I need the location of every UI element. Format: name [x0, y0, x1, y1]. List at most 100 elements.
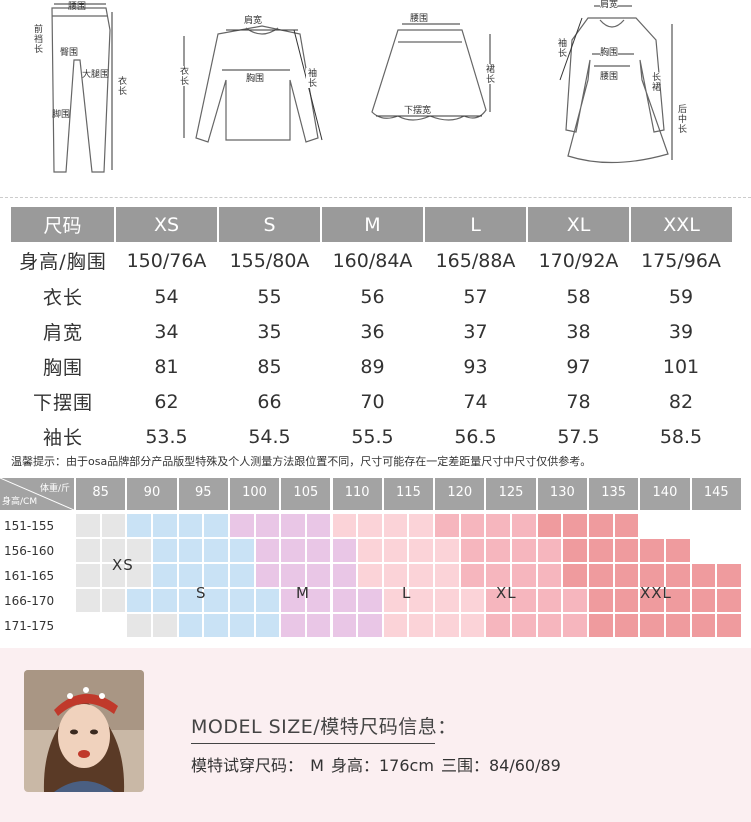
grid-cell-m: [281, 589, 307, 614]
grid-cell-l: [383, 564, 410, 589]
table-cell: 38: [566, 320, 591, 343]
grid-cell-l: [435, 614, 461, 639]
grid-cell-s: [127, 589, 153, 614]
grid-cell-xs: [76, 539, 102, 564]
skirt-waist-label: 腰围: [410, 14, 429, 24]
height-row-label: 171-175: [4, 619, 55, 633]
grid-cell-xs: [76, 589, 102, 614]
table-cell: 170/92A: [538, 249, 619, 272]
grid-cell-xxl: [640, 589, 666, 614]
grid-cell-xxl: [589, 564, 615, 589]
skirt-length-label: 裙长: [484, 64, 494, 84]
table-cell: 34: [154, 320, 179, 343]
grid-cell-xxl: [589, 539, 615, 564]
grid-cell-xxl: [691, 564, 718, 589]
weight-header: 120: [435, 478, 485, 510]
row-label: 下摆围: [32, 392, 93, 414]
grid-cell-xxl: [614, 589, 641, 614]
grid-cell-xl: [460, 564, 487, 589]
grid-cell-l: [460, 589, 487, 614]
grid-cell-xxl: [614, 564, 641, 589]
row-label: 袖长: [42, 427, 83, 449]
pants-sketch: [51, 7, 111, 173]
grid-cell-xxl: [717, 614, 743, 639]
grid-cell-l: [358, 514, 384, 539]
dress-bust-label: 胸围: [600, 48, 619, 58]
grid-cell-m: [332, 539, 359, 564]
weight-header: 140: [640, 478, 690, 510]
weight-header: 130: [537, 478, 587, 510]
table-cell: 56.5: [454, 425, 497, 448]
weight-axis-label: 体重/斤: [39, 484, 70, 494]
grid-cell-m: [332, 614, 359, 639]
grid-cell-l: [383, 514, 410, 539]
grid-cell-m: [306, 539, 333, 564]
grid-cell-xs: [127, 614, 153, 639]
grid-cell-m: [281, 514, 307, 539]
weight-header: 100: [229, 478, 280, 510]
grid-cell-l: [358, 564, 384, 589]
grid-cell-xxl: [563, 539, 589, 564]
garment-diagrams: 腰围 前裆长 臀围 大腿围 衣长 脚围 肩宽 衣长 胸围 袖长 腰围 裙长 下摆…: [0, 0, 751, 196]
grid-cell-s: [255, 589, 282, 614]
table-cell: 81: [154, 355, 179, 378]
grid-cell-xxl: [640, 564, 666, 589]
grid-cell-xxl: [640, 539, 666, 564]
table-cell: 74: [463, 390, 488, 413]
grid-cell-s: [204, 614, 230, 639]
table-cell: 39: [668, 320, 694, 343]
grid-cell-xxl: [614, 614, 641, 639]
grid-cell-s: [229, 589, 256, 614]
model-portrait: [24, 670, 144, 792]
table-row: 身高/胸围 150/76A 155/80A 160/84A 165/88A 17…: [11, 242, 732, 279]
pants-hip-label: 臀围: [60, 48, 79, 58]
header-size: 尺码: [11, 207, 115, 242]
grid-cell-xl: [512, 564, 538, 589]
grid-size-label: XXL: [640, 584, 672, 602]
grid-cell-s: [229, 539, 256, 564]
grid-cell-xxl: [665, 614, 692, 639]
header-xl: XL: [526, 207, 630, 242]
grid-cell-xs: [101, 564, 128, 589]
weight-header: 145: [691, 478, 741, 510]
grid-cell-s: [152, 539, 179, 564]
grid-cell-xl: [537, 614, 564, 639]
pants-rise-label: 前裆长: [32, 24, 42, 54]
grid-cell-xl: [486, 514, 513, 539]
table-cell: 55.5: [351, 425, 394, 448]
height-row-label: 156-160: [4, 544, 55, 558]
table-row: 肩宽 34 35 36 37 38 39: [11, 314, 732, 349]
grid-cell-xxl: [665, 564, 692, 589]
grid-cell-l: [460, 614, 487, 639]
grid-cell-s: [152, 514, 179, 539]
grid-cell-xxl: [614, 539, 641, 564]
grid-cell-xxl: [665, 539, 692, 564]
grid-cell-l: [383, 589, 410, 614]
grid-cell-s: [178, 614, 205, 639]
grid-cell-m: [281, 614, 307, 639]
grid-cell-xs: [101, 589, 128, 614]
grid-cell-xl: [460, 514, 487, 539]
grid-cell-l: [409, 539, 436, 564]
pants-length-label: 衣长: [116, 76, 126, 96]
model-photo: [24, 670, 144, 792]
grid-cell-xxl: [691, 589, 718, 614]
grid-cell-m: [306, 514, 333, 539]
dress-shoulder-label: 肩宽: [600, 0, 619, 10]
table-cell: 35: [257, 320, 282, 343]
grid-cell-l: [435, 539, 461, 564]
weight-header: 115: [383, 478, 434, 510]
grid-size-label: XL: [496, 584, 517, 602]
weight-header: 135: [589, 478, 639, 510]
dress-waist-label: 腰围: [600, 72, 619, 82]
table-cell: 62: [154, 390, 179, 413]
grid-cell-xxl: [563, 564, 589, 589]
table-cell: 89: [360, 355, 385, 378]
top-sketch: [195, 25, 319, 143]
grid-cell-xxl: [717, 589, 743, 614]
size-grid: 85 90 95 100 105 110 115 120 125 130 135 140 145 151-…: [0, 478, 751, 644]
dress-back-length-label: 后中长: [676, 104, 686, 134]
grid-cell-s: [152, 564, 179, 589]
grid-cell-xl: [486, 614, 513, 639]
grid-cell-m: [306, 614, 333, 639]
